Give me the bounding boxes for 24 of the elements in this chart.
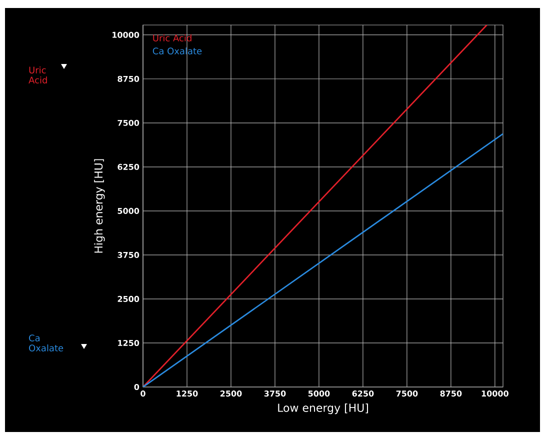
y-tick-label: 8750 [118, 76, 140, 82]
x-tick-label: 3750 [264, 390, 286, 397]
text: Uric Acid [153, 34, 192, 42]
x-axis-title: Low energy [HU] [278, 403, 368, 414]
text: Ca Oxalate [29, 334, 64, 352]
x-tick-label: 5000 [308, 390, 330, 397]
x-tick-label: 8750 [440, 390, 462, 397]
y-tick-label: 7500 [118, 120, 140, 126]
y-tick-label: 3750 [118, 252, 140, 258]
x-tick-label: 2500 [220, 390, 242, 397]
x-tick-label: 0 [140, 390, 146, 397]
y-tick-label: 10000 [112, 32, 140, 38]
y-axis-title: High energy [HU] [94, 159, 105, 253]
y-tick-label: 5000 [118, 208, 140, 214]
x-tick-label: 10000 [482, 390, 508, 397]
text: Uric Acid [28, 66, 47, 84]
y-tick-label: 1250 [118, 340, 140, 346]
x-tick-label: 6250 [352, 390, 374, 397]
y-tick-label: 2500 [118, 296, 140, 302]
y-tick-label: 6250 [118, 164, 140, 170]
x-tick-label: 1250 [176, 390, 198, 397]
text: Ca Oxalate [152, 47, 202, 54]
y-tick-label: 0 [134, 384, 140, 390]
x-tick-label: 7500 [396, 390, 418, 397]
